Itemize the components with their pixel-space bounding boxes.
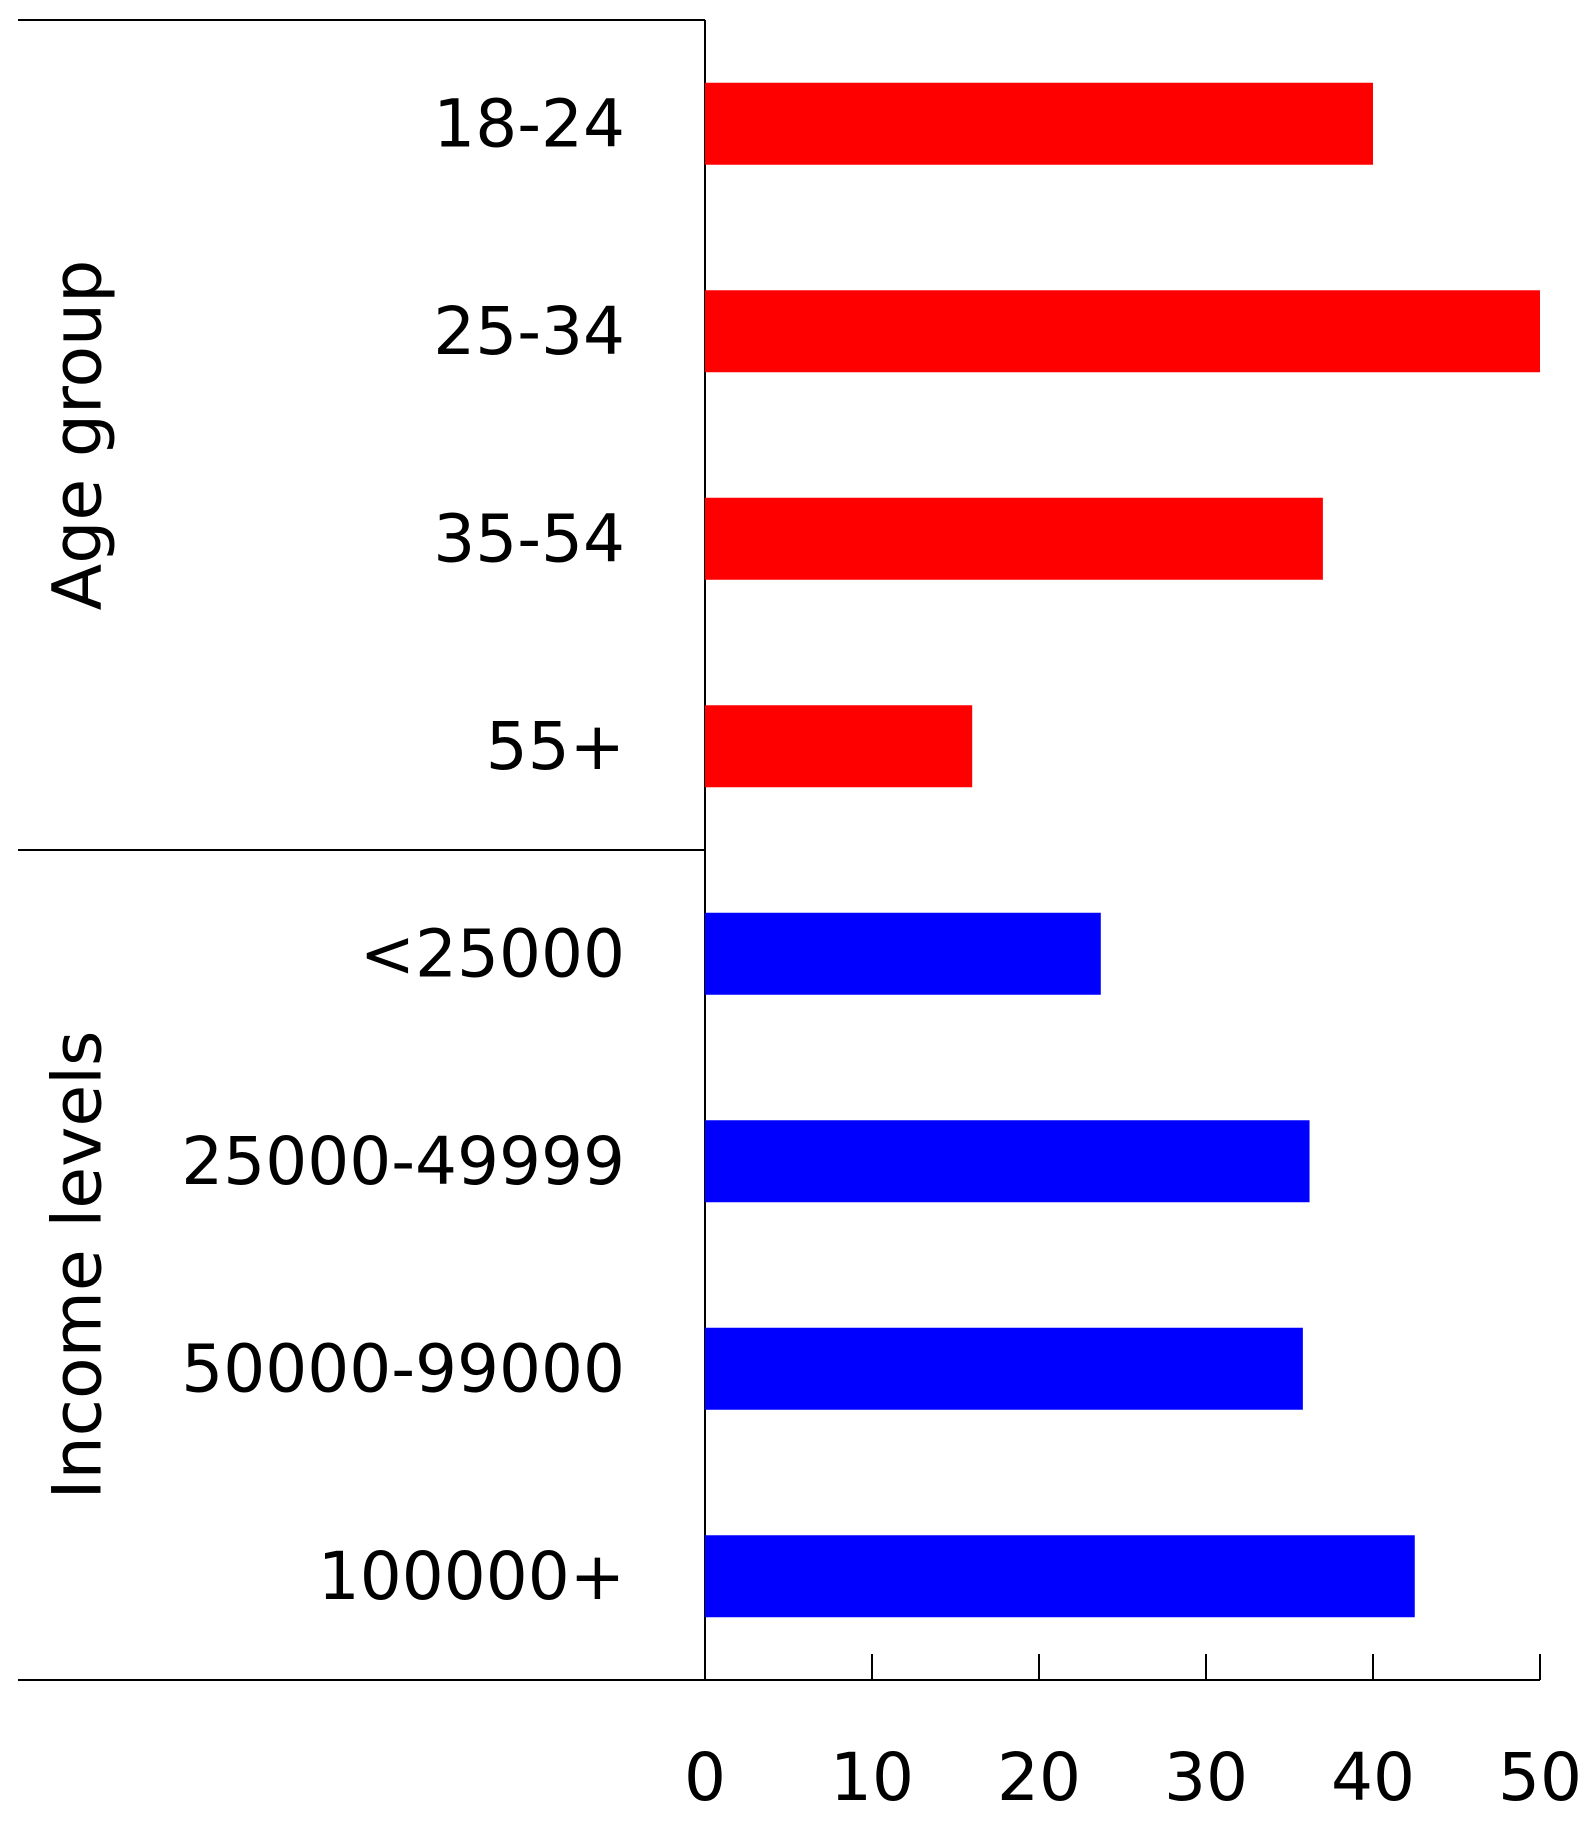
x-tick-label-40: 40 bbox=[1331, 1739, 1415, 1816]
group-label-age-group: Age group bbox=[39, 260, 118, 611]
bar-age-group-18-24 bbox=[705, 82, 1373, 165]
x-tick-label-0: 0 bbox=[684, 1739, 726, 1816]
bars bbox=[705, 82, 1540, 1618]
category-label-25000-49999: 25000-49999 bbox=[181, 1123, 625, 1200]
category-labels: 18-24 25-34 35-54 55+ <25000 25000-49999 50000… bbox=[181, 85, 625, 1615]
bar-income-levels-25000-49999 bbox=[705, 1120, 1310, 1203]
category-label-100000: 100000+ bbox=[318, 1538, 625, 1615]
category-label-25-34: 25-34 bbox=[433, 293, 625, 370]
group-labels: Age group Income levels bbox=[39, 260, 118, 1500]
category-label-50000-99000: 50000-99000 bbox=[181, 1330, 625, 1407]
x-axis: 0 10 20 30 40 50 bbox=[684, 1654, 1582, 1816]
x-tick-label-20: 20 bbox=[997, 1739, 1081, 1816]
bar-age-group-25-34 bbox=[705, 290, 1540, 373]
category-label-55: 55+ bbox=[486, 708, 625, 785]
x-tick-label-10: 10 bbox=[830, 1739, 914, 1816]
x-tick-label-30: 30 bbox=[1164, 1739, 1248, 1816]
x-tick-label-50: 50 bbox=[1498, 1739, 1582, 1816]
bar-age-group-55 bbox=[705, 705, 973, 788]
bar-age-group-35-54 bbox=[705, 497, 1323, 580]
bar-income-levels-50000-99000 bbox=[705, 1327, 1303, 1410]
table-rules bbox=[18, 19, 706, 1681]
group-label-income-levels: Income levels bbox=[39, 1031, 118, 1500]
bar-income-levels-100000 bbox=[705, 1535, 1415, 1618]
bar-income-levels-25000 bbox=[705, 912, 1101, 995]
category-label-35-54: 35-54 bbox=[433, 500, 625, 577]
category-label-18-24: 18-24 bbox=[433, 85, 625, 162]
category-label-25000: <25000 bbox=[360, 915, 625, 992]
